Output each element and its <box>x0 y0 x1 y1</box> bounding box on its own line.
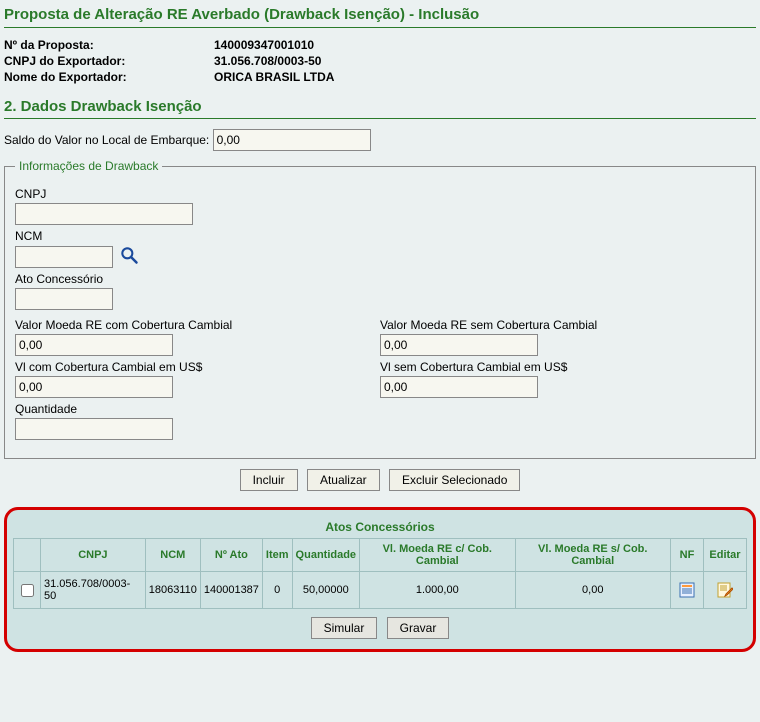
label-vlc-us: Vl com Cobertura Cambial em US$ <box>15 360 380 374</box>
atualizar-button[interactable]: Atualizar <box>307 469 380 491</box>
edit-icon[interactable] <box>717 584 733 596</box>
input-vls-us[interactable] <box>380 376 538 398</box>
input-saldo[interactable] <box>213 129 371 151</box>
label-proposta: Nº da Proposta: <box>4 38 214 54</box>
fieldset-legend: Informações de Drawback <box>15 159 162 173</box>
input-ato[interactable] <box>15 288 113 310</box>
col-vlc: Vl. Moeda RE c/ Cob. Cambial <box>360 539 515 572</box>
label-vls-us: Vl sem Cobertura Cambial em US$ <box>380 360 745 374</box>
simular-button[interactable]: Simular <box>311 617 378 639</box>
col-ato: Nº Ato <box>200 539 262 572</box>
label-nome-exportador: Nome do Exportador: <box>4 70 214 86</box>
cell-ncm: 18063110 <box>145 572 200 609</box>
excluir-selecionado-button[interactable]: Excluir Selecionado <box>389 469 520 491</box>
nf-icon[interactable] <box>679 584 695 596</box>
col-nf: NF <box>671 539 704 572</box>
col-qtd: Quantidade <box>292 539 360 572</box>
cell-vls: 0,00 <box>515 572 670 609</box>
atos-title: Atos Concessórios <box>13 516 747 538</box>
input-cnpj[interactable] <box>15 203 193 225</box>
label-cnpj-exportador: CNPJ do Exportador: <box>4 54 214 70</box>
col-check <box>14 539 41 572</box>
col-item: Item <box>262 539 292 572</box>
input-vlc-us[interactable] <box>15 376 173 398</box>
input-quantidade[interactable] <box>15 418 173 440</box>
incluir-button[interactable]: Incluir <box>240 469 298 491</box>
input-vmre-sem[interactable] <box>380 334 538 356</box>
title-rule <box>4 27 756 28</box>
header-block: Nº da Proposta: 140009347001010 CNPJ do … <box>4 38 756 86</box>
input-vmre-com[interactable] <box>15 334 173 356</box>
cell-qtd: 50,00000 <box>292 572 360 609</box>
section2-title: 2. Dados Drawback Isenção <box>4 98 756 115</box>
label-ncm: NCM <box>15 229 745 243</box>
label-vmre-com: Valor Moeda RE com Cobertura Cambial <box>15 318 380 332</box>
label-cnpj: CNPJ <box>15 187 745 201</box>
col-vls: Vl. Moeda RE s/ Cob. Cambial <box>515 539 670 572</box>
action-buttons-row: Incluir Atualizar Excluir Selecionado <box>4 469 756 491</box>
input-ncm[interactable] <box>15 246 113 268</box>
value-nome-exportador: ORICA BRASIL LTDA <box>214 70 334 86</box>
atos-table: CNPJ NCM Nº Ato Item Quantidade Vl. Moed… <box>13 538 747 609</box>
cell-ato: 140001387 <box>200 572 262 609</box>
cell-cnpj: 31.056.708/0003-50 <box>41 572 146 609</box>
value-proposta: 140009347001010 <box>214 38 334 54</box>
search-ncm-icon[interactable] <box>119 245 139 268</box>
bottom-buttons-row: Simular Gravar <box>13 617 747 639</box>
label-vmre-sem: Valor Moeda RE sem Cobertura Cambial <box>380 318 745 332</box>
cell-item: 0 <box>262 572 292 609</box>
gravar-button[interactable]: Gravar <box>387 617 450 639</box>
atos-concessorios-box: Atos Concessórios CNPJ NCM Nº Ato Item Q… <box>4 507 756 652</box>
col-cnpj: CNPJ <box>41 539 146 572</box>
col-editar: Editar <box>704 539 747 572</box>
row-checkbox[interactable] <box>21 584 34 597</box>
label-saldo: Saldo do Valor no Local de Embarque: <box>4 133 209 147</box>
page-title: Proposta de Alteração RE Averbado (Drawb… <box>4 6 756 23</box>
cell-vlc: 1.000,00 <box>360 572 515 609</box>
atos-header-row: CNPJ NCM Nº Ato Item Quantidade Vl. Moed… <box>14 539 747 572</box>
table-row: 31.056.708/0003-50 18063110 140001387 0 … <box>14 572 747 609</box>
fieldset-drawback: Informações de Drawback CNPJ NCM Ato Con… <box>4 159 756 459</box>
saldo-row: Saldo do Valor no Local de Embarque: <box>4 129 756 151</box>
section2-rule <box>4 118 756 119</box>
col-ncm: NCM <box>145 539 200 572</box>
label-quantidade: Quantidade <box>15 402 380 416</box>
label-ato: Ato Concessório <box>15 272 745 286</box>
value-cnpj-exportador: 31.056.708/0003-50 <box>214 54 334 70</box>
